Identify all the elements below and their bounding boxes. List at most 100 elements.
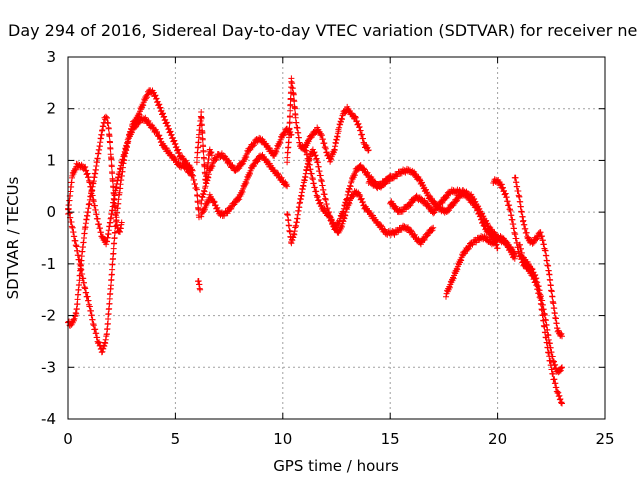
- data-point: [355, 120, 362, 127]
- data-point: [439, 205, 446, 212]
- data-point: [460, 251, 467, 257]
- data-point: [411, 231, 418, 238]
- data-point: [199, 136, 206, 143]
- data-point: [559, 400, 565, 407]
- x-tick-label: 5: [171, 430, 181, 448]
- data-point: [105, 125, 112, 132]
- data-point: [224, 210, 231, 217]
- data-point: [291, 98, 298, 105]
- data-point: [424, 189, 431, 196]
- data-point: [94, 155, 101, 162]
- data-point: [466, 243, 473, 250]
- data-point: [557, 396, 564, 402]
- data-point: [278, 174, 285, 181]
- data-point: [456, 187, 463, 193]
- x-tick-label: 0: [63, 430, 73, 448]
- data-point: [321, 205, 328, 212]
- x-tick-labels: 0 5 10 15 20 25: [63, 430, 614, 448]
- data-point: [286, 125, 293, 132]
- data-point: [286, 119, 293, 126]
- data-point: [198, 109, 205, 115]
- data-point: [449, 203, 456, 209]
- data-point: [143, 94, 150, 101]
- y-axis-label: SDTVAR / TECUs: [4, 176, 22, 299]
- y-tick-label: 1: [46, 151, 56, 169]
- data-point: [430, 210, 437, 217]
- data-point: [282, 182, 289, 189]
- data-point: [254, 158, 261, 165]
- data-point: [534, 235, 541, 242]
- data-point: [290, 91, 297, 98]
- data-point: [454, 266, 461, 273]
- x-tick-label: 20: [488, 430, 507, 448]
- data-point: [418, 195, 425, 202]
- data-point: [230, 202, 237, 209]
- data-point: [235, 166, 241, 173]
- data-point: [464, 246, 471, 253]
- data-point: [444, 208, 451, 215]
- data-point: [133, 118, 140, 125]
- data-point: [207, 149, 214, 156]
- data-point: [359, 198, 366, 205]
- data-point: [378, 222, 384, 229]
- data-point: [446, 207, 453, 214]
- data-point: [102, 113, 109, 120]
- data-point: [406, 203, 413, 209]
- data-point: [107, 139, 113, 146]
- data-point: [247, 146, 254, 153]
- data-point: [94, 215, 101, 222]
- x-tick-label: 25: [595, 430, 614, 448]
- data-point: [189, 171, 195, 178]
- data-point: [434, 205, 441, 212]
- data-point: [484, 220, 491, 227]
- chart-title: Day 294 of 2016, Sidereal Day-to-day VTE…: [8, 21, 637, 40]
- data-point: [494, 245, 501, 252]
- data-point: [528, 265, 535, 272]
- data-point: [251, 139, 258, 146]
- data-point: [483, 217, 490, 224]
- data-point: [287, 101, 294, 108]
- data-point: [152, 92, 159, 99]
- data-point: [171, 154, 178, 161]
- data-point: [461, 189, 468, 196]
- data-point: [199, 130, 206, 137]
- data-point: [450, 202, 457, 209]
- data-point: [354, 166, 361, 173]
- data-point: [118, 219, 125, 226]
- data-point: [274, 170, 281, 177]
- data-point: [305, 138, 312, 145]
- data-point: [317, 130, 324, 137]
- data-point: [436, 201, 443, 208]
- y-tick-label: -1: [41, 255, 56, 273]
- data-point: [109, 170, 116, 177]
- data-point: [279, 132, 286, 139]
- data-point: [189, 166, 195, 173]
- data-point: [210, 198, 217, 205]
- data-point: [352, 114, 359, 121]
- data-point: [423, 186, 429, 193]
- data-point: [161, 113, 168, 120]
- data-point: [416, 194, 423, 201]
- data-point: [556, 368, 563, 375]
- data-point: [356, 191, 363, 198]
- data-point: [430, 224, 437, 231]
- y-tick-label: -4: [41, 410, 56, 428]
- data-point: [558, 365, 565, 371]
- data-point: [238, 161, 245, 168]
- data-point: [328, 156, 335, 163]
- data-point: [489, 231, 496, 238]
- data-point: [368, 178, 375, 185]
- y-tick-labels: -4 -3 -2 -1 0 1 2 3: [41, 48, 56, 428]
- data-points: [65, 75, 565, 407]
- data-point: [154, 128, 160, 135]
- data-point: [431, 209, 438, 216]
- data-point: [251, 142, 257, 149]
- data-point: [511, 255, 518, 262]
- data-point: [352, 113, 359, 120]
- data-point: [277, 139, 284, 146]
- data-point: [131, 119, 138, 126]
- y-tick-label: 0: [46, 203, 56, 221]
- data-point: [281, 132, 287, 138]
- data-point: [249, 163, 256, 170]
- data-point: [419, 179, 425, 186]
